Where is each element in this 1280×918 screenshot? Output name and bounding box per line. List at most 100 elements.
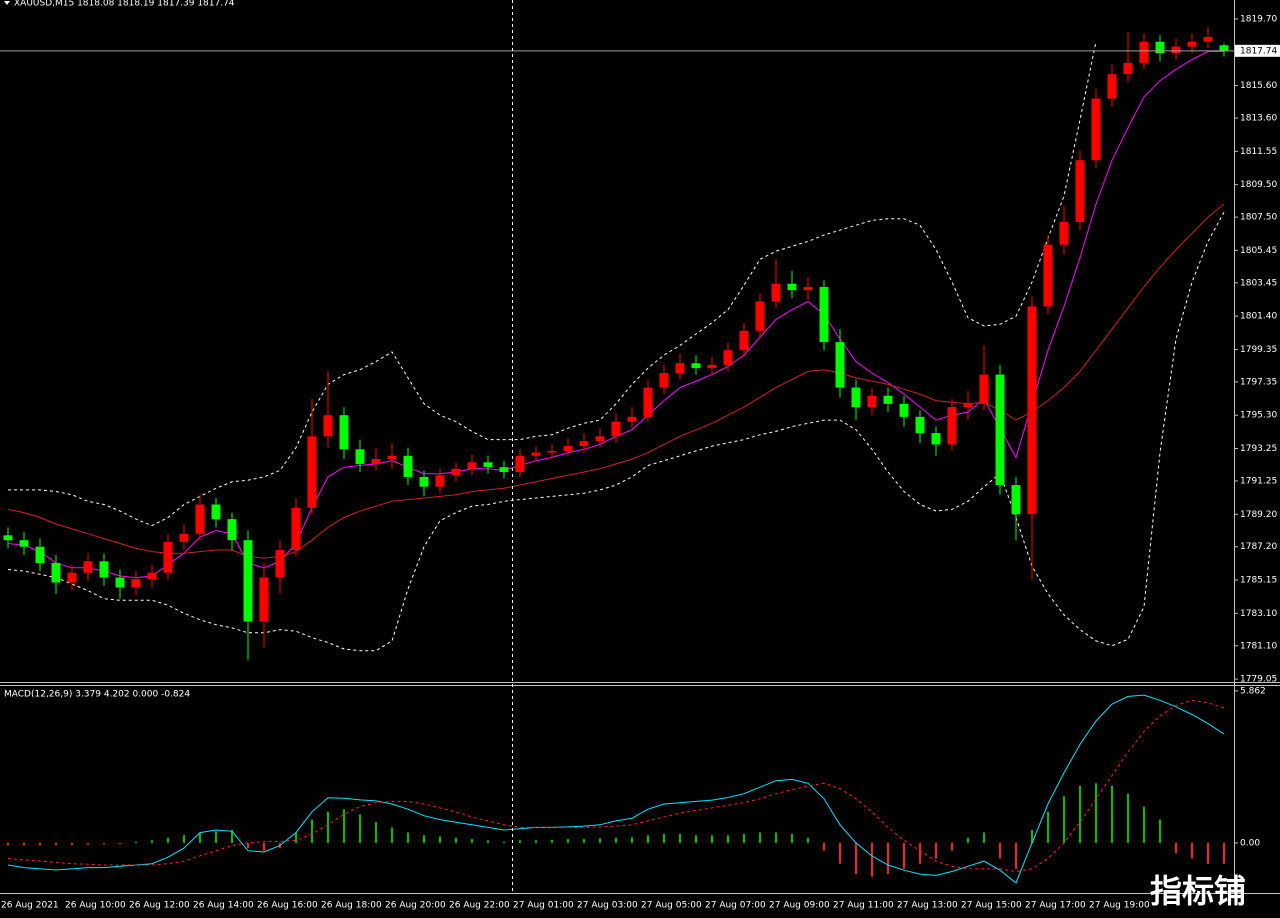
x-tick-label: 26 Aug 10:00 (65, 901, 126, 911)
histogram-bar (583, 839, 585, 843)
histogram-bar (839, 842, 841, 864)
candle-body (819, 286, 829, 343)
x-tick-label: 26 Aug 18:00 (321, 901, 382, 911)
y-tick-label: 1781.10 (1240, 641, 1277, 651)
y-tick-label: 1783.10 (1240, 609, 1277, 619)
y-tick-label: 1793.25 (1240, 444, 1277, 454)
candle-body (835, 342, 845, 388)
current-price-label: 1817.74 (1240, 46, 1277, 56)
candle-body (707, 364, 717, 369)
candle-body (883, 395, 893, 404)
candle-body (195, 504, 205, 534)
histogram-bar (87, 842, 89, 845)
histogram-bar (183, 835, 185, 843)
symbol-icon (4, 1, 10, 5)
candle-body (1091, 98, 1101, 161)
histogram-bar (823, 842, 825, 851)
histogram-bar (231, 829, 233, 843)
candle-body (467, 462, 477, 469)
x-tick-label: 27 Aug 07:00 (705, 901, 766, 911)
candle-body (1011, 485, 1021, 515)
y-tick-label: 1801.40 (1240, 312, 1277, 322)
candle-body (1203, 36, 1213, 42)
x-tick-label: 27 Aug 03:00 (577, 901, 638, 911)
watermark: 指标铺 (1150, 872, 1246, 910)
y-tick-label: 1779.05 (1240, 675, 1277, 685)
candle-body (19, 540, 29, 547)
x-tick-label: 27 Aug 13:00 (897, 901, 958, 911)
histogram-bar (759, 832, 761, 843)
candle-body (723, 350, 733, 365)
histogram-bar (551, 839, 553, 843)
candle-body (483, 462, 493, 468)
candle-body (1139, 41, 1149, 63)
histogram-bar (887, 842, 889, 875)
candle-body (547, 450, 557, 453)
x-tick-label: 27 Aug 09:00 (769, 901, 830, 911)
histogram-bar (775, 832, 777, 843)
y-tick-label: 1805.45 (1240, 246, 1277, 256)
candle-body (371, 459, 381, 464)
histogram-bar (807, 837, 809, 843)
histogram-bar (375, 822, 377, 843)
histogram-bar (503, 841, 505, 843)
candle-body (563, 446, 573, 451)
x-tick-label: 26 Aug 12:00 (129, 901, 190, 911)
candle-body (387, 455, 397, 460)
overlay-line (7, 211, 1225, 652)
candle-body (1043, 244, 1053, 307)
histogram-bar (199, 832, 201, 843)
histogram-bar (151, 840, 153, 843)
histogram-bar (743, 833, 745, 843)
candle-body (1219, 45, 1229, 51)
histogram-bar (295, 832, 297, 843)
histogram-bar (343, 809, 345, 843)
histogram-bar (791, 833, 793, 843)
y-tick-label: 1787.20 (1240, 542, 1277, 552)
candle-body (227, 519, 237, 541)
histogram-bar (1095, 783, 1097, 843)
candle-body (691, 363, 701, 369)
histogram-bar (535, 840, 537, 843)
histogram-bar (631, 837, 633, 843)
y-tick-label: 1809.50 (1240, 180, 1277, 190)
histogram-bar (951, 842, 953, 851)
candle-body (1123, 62, 1133, 75)
histogram-bar (7, 842, 9, 846)
macd-plot (7, 694, 1225, 884)
current-price-marker (1235, 44, 1280, 57)
candle-body (99, 561, 109, 578)
histogram-bar (871, 842, 873, 877)
candle-body (867, 395, 877, 408)
histogram-bar (327, 811, 329, 843)
histogram-bar (1175, 842, 1177, 854)
histogram-bar (1223, 842, 1225, 864)
y-tick-label: 1807.50 (1240, 213, 1277, 223)
x-tick-label: 27 Aug 11:00 (833, 901, 894, 911)
candle-body (275, 549, 285, 578)
histogram-bar (903, 842, 905, 869)
candle-body (627, 416, 637, 422)
candle-body (35, 546, 45, 563)
histogram-bar (663, 833, 665, 843)
x-tick-label: 26 Aug 22:00 (449, 901, 510, 911)
candle-body (131, 579, 141, 588)
macd-line (7, 694, 1225, 884)
candle-body (739, 330, 749, 351)
histogram-bar (1127, 793, 1129, 843)
histogram-bar (23, 842, 25, 846)
histogram-bar (439, 836, 441, 843)
candle-body (659, 372, 669, 388)
candle-body (67, 572, 77, 583)
y-tick-label: 0.00 (1240, 838, 1260, 848)
candle-body (755, 301, 765, 331)
candle-body (355, 449, 365, 464)
candle-body (211, 504, 221, 520)
candle-body (995, 374, 1005, 486)
candle-body (931, 433, 941, 445)
histogram-bar (983, 832, 985, 843)
candle-body (323, 415, 333, 437)
histogram-bar (679, 833, 681, 843)
